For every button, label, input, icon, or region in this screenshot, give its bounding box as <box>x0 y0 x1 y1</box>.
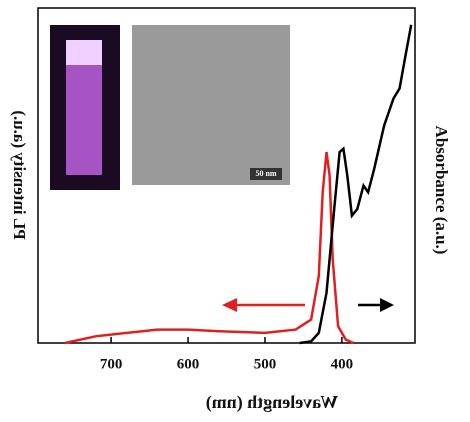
x-tick-label: 600 <box>177 356 200 372</box>
x-axis-label: Wavelength (nm) <box>206 392 339 413</box>
inset-tem: 50 nm <box>132 25 290 185</box>
x-tick-label: 700 <box>100 356 123 372</box>
inset-scale-label: 50 nm <box>255 169 276 178</box>
series-line <box>299 24 413 345</box>
arrows <box>222 298 394 312</box>
y2-axis-label: Absorbance (a.u.) <box>432 126 451 255</box>
plot-frame <box>37 7 416 344</box>
inset-photo <box>50 25 120 190</box>
series-line <box>64 151 354 345</box>
x-tick-label: 400 <box>331 356 354 372</box>
y-axis-label: PL intensity (a.u.) <box>10 110 29 239</box>
x-tick-label: 500 <box>254 356 277 372</box>
